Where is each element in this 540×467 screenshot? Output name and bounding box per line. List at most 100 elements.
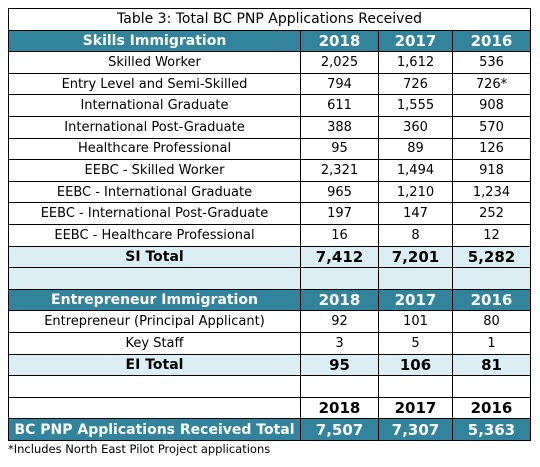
empty-cell <box>378 375 453 398</box>
cell-label: EEBC - Healthcare Professional <box>8 223 301 247</box>
cell-label: EEBC - International Post-Graduate <box>8 202 301 225</box>
grand-total-row: BC PNP Applications Received Total 7,507 7… <box>8 418 531 441</box>
spacer-row <box>8 375 531 398</box>
cell-label: International Graduate <box>8 94 301 117</box>
cell-value: 3 <box>300 331 379 355</box>
total-row: EI Total 95 106 81 <box>8 353 531 377</box>
section-header: Entrepreneur Immigration 2018 2017 2016 <box>8 288 531 312</box>
table-title: Table 3: Total BC PNP Applications Recei… <box>8 8 531 31</box>
data-row: Skilled Worker 2,025 1,612 536 <box>8 51 531 74</box>
grand-total-value: 5,363 <box>452 418 531 441</box>
applications-table: Table 3: Total BC PNP Applications Recei… <box>8 8 531 441</box>
empty-cell <box>452 267 531 290</box>
total-value: 7,412 <box>300 245 379 269</box>
header-value: 2018 <box>300 288 379 312</box>
empty-cell <box>300 375 379 398</box>
cell-value: 388 <box>300 115 379 139</box>
cell-value: 360 <box>378 115 453 139</box>
footnote: *Includes North East Pilot Project appli… <box>8 442 271 456</box>
cell-value: 252 <box>452 202 531 225</box>
empty-cell <box>378 267 453 290</box>
cell-value: 570 <box>452 115 531 139</box>
cell-label: Entry Level and Semi-Skilled <box>8 72 301 96</box>
cell-label: Healthcare Professional <box>8 137 301 161</box>
cell-value: 101 <box>378 310 453 333</box>
total-value: 5,282 <box>452 245 531 269</box>
total-value: 95 <box>300 353 379 377</box>
table-body: Table 3: Total BC PNP Applications Recei… <box>8 8 531 441</box>
cell-value: 8 <box>378 223 453 247</box>
cell-label: International Post-Graduate <box>8 115 301 139</box>
cell-label: Entrepreneur (Principal Applicant) <box>8 310 301 333</box>
data-row: EEBC - Healthcare Professional 16 8 12 <box>8 223 531 247</box>
data-row: Entrepreneur (Principal Applicant) 92 101 8… <box>8 310 531 333</box>
empty-cell <box>8 375 301 398</box>
data-row: Key Staff 3 5 1 <box>8 331 531 355</box>
cell-label: EEBC - Skilled Worker <box>8 159 301 182</box>
data-row: Healthcare Professional 95 89 126 <box>8 137 531 161</box>
cell-label: Key Staff <box>8 331 301 355</box>
cell-value: 92 <box>300 310 379 333</box>
header-value: 2016 <box>452 29 531 53</box>
header-label: Skills Immigration <box>8 29 301 53</box>
total-value: 81 <box>452 353 531 377</box>
cell-value: 965 <box>300 180 379 204</box>
cell-value: 1,234 <box>452 180 531 204</box>
empty-cell <box>300 267 379 290</box>
table-wrap: Table 3: Total BC PNP Applications Recei… <box>8 8 531 441</box>
header-value: 2018 <box>300 29 379 53</box>
data-row: Entry Level and Semi-Skilled 794 726 726* <box>8 72 531 96</box>
cell-value: 126 <box>452 137 531 161</box>
cell-value: 89 <box>378 137 453 161</box>
header-value: 2017 <box>378 288 453 312</box>
cell-value: 1,555 <box>378 94 453 117</box>
cell-value: 197 <box>300 202 379 225</box>
header-value: 2017 <box>378 396 453 420</box>
cell-value: 611 <box>300 94 379 117</box>
cell-label: Skilled Worker <box>8 51 301 74</box>
total-value: 106 <box>378 353 453 377</box>
grand-total-value: 7,307 <box>378 418 453 441</box>
cell-value: 726* <box>452 72 531 96</box>
header-value: 2018 <box>300 396 379 420</box>
data-row: International Post-Graduate 388 360 570 <box>8 115 531 139</box>
cell-value: 5 <box>378 331 453 355</box>
data-row: EEBC - Skilled Worker 2,321 1,494 918 <box>8 159 531 182</box>
title-row: Table 3: Total BC PNP Applications Recei… <box>8 8 531 31</box>
cell-value: 80 <box>452 310 531 333</box>
section-header: Skills Immigration 2018 2017 2016 <box>8 29 531 53</box>
data-row: EEBC - International Graduate 965 1,210 1,2… <box>8 180 531 204</box>
header-value: 2016 <box>452 288 531 312</box>
cell-value: 1 <box>452 331 531 355</box>
cell-label: EEBC - International Graduate <box>8 180 301 204</box>
spacer-row <box>8 267 531 290</box>
empty-cell <box>8 267 301 290</box>
grand-header: 2018 2017 2016 <box>8 396 531 420</box>
grand-total-label: BC PNP Applications Received Total <box>8 418 301 441</box>
cell-value: 918 <box>452 159 531 182</box>
cell-value: 1,612 <box>378 51 453 74</box>
grand-total-value: 7,507 <box>300 418 379 441</box>
cell-value: 1,494 <box>378 159 453 182</box>
total-value: 7,201 <box>378 245 453 269</box>
cell-value: 12 <box>452 223 531 247</box>
cell-value: 2,321 <box>300 159 379 182</box>
cell-value: 2,025 <box>300 51 379 74</box>
header-value: 2016 <box>452 396 531 420</box>
header-label: Entrepreneur Immigration <box>8 288 301 312</box>
cell-value: 726 <box>378 72 453 96</box>
empty-cell <box>452 375 531 398</box>
cell-value: 908 <box>452 94 531 117</box>
total-label: SI Total <box>8 245 301 269</box>
cell-value: 147 <box>378 202 453 225</box>
data-row: International Graduate 611 1,555 908 <box>8 94 531 117</box>
data-row: EEBC - International Post-Graduate 197 147… <box>8 202 531 225</box>
cell-value: 1,210 <box>378 180 453 204</box>
total-row: SI Total 7,412 7,201 5,282 <box>8 245 531 269</box>
header-value: 2017 <box>378 29 453 53</box>
empty-cell <box>8 396 301 420</box>
cell-value: 794 <box>300 72 379 96</box>
cell-value: 16 <box>300 223 379 247</box>
cell-value: 95 <box>300 137 379 161</box>
